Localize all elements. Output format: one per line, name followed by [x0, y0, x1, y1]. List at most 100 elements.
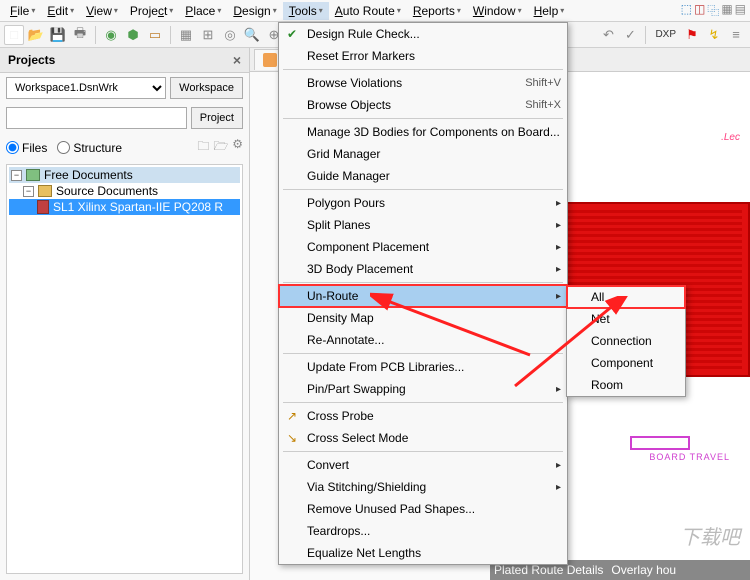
menu-item-re-annotate[interactable]: Re-Annotate...	[279, 329, 567, 351]
menu-item-density-map[interactable]: Density Map	[279, 307, 567, 329]
menu-separator	[283, 402, 563, 403]
menu-item-split-planes[interactable]: Split Planes▸	[279, 214, 567, 236]
submenu-item-all[interactable]: All	[567, 286, 685, 308]
new-icon[interactable]: □	[4, 25, 24, 45]
submenu-arrow-icon: ▸	[556, 384, 561, 395]
menu-file[interactable]: File▾	[4, 2, 41, 20]
menu-project[interactable]: Project▾	[124, 2, 179, 20]
home-icon	[263, 53, 277, 67]
tb-icon-8[interactable]: ▦	[176, 25, 196, 45]
status-item-2[interactable]: Overlay hou	[611, 563, 676, 577]
menu-item-equalize-net-lengths[interactable]: Equalize Net Lengths	[279, 542, 567, 564]
menu-item-browse-objects[interactable]: Browse ObjectsShift+X	[279, 94, 567, 116]
submenu-arrow-icon: ▸	[556, 264, 561, 275]
menu-item-reset-error-markers[interactable]: Reset Error Markers	[279, 45, 567, 67]
projects-panel: Projects × Workspace1.DsnWrk Workspace P…	[0, 48, 250, 580]
menu-separator	[283, 353, 563, 354]
menu-item-browse-violations[interactable]: Browse ViolationsShift+V	[279, 72, 567, 94]
save-icon[interactable]: 💾	[48, 25, 68, 45]
toolbar-icon-b[interactable]: ◫	[694, 2, 705, 19]
submenu-item-room[interactable]: Room	[567, 374, 685, 396]
menu-item-component-placement[interactable]: Component Placement▸	[279, 236, 567, 258]
menu-item-manage-3d-bodies-for-components-on-board[interactable]: Manage 3D Bodies for Components on Board…	[279, 121, 567, 143]
folder-icon	[38, 185, 52, 197]
tb-icon-5[interactable]: ◉	[101, 25, 121, 45]
folder-icon	[26, 169, 40, 181]
board-travel-label: BOARD TRAVEL	[649, 452, 730, 462]
toolbar-icon-d[interactable]: ▦	[721, 2, 732, 19]
menu-item-cross-select-mode[interactable]: ↘Cross Select Mode	[279, 427, 567, 449]
projects-title: Projects	[8, 53, 55, 67]
tree-root[interactable]: − Free Documents	[9, 167, 240, 183]
tree-source-docs[interactable]: − Source Documents	[9, 183, 240, 199]
tb-r-1[interactable]: ↶	[598, 25, 618, 45]
menu-item-polygon-pours[interactable]: Polygon Pours▸	[279, 192, 567, 214]
menu-separator	[283, 69, 563, 70]
print-icon[interactable]: 🖶	[70, 25, 90, 45]
close-icon[interactable]: ×	[233, 52, 241, 68]
menu-item-pin-part-swapping[interactable]: Pin/Part Swapping▸	[279, 378, 567, 400]
submenu-item-component[interactable]: Component	[567, 352, 685, 374]
pcb-net-label: .Lec	[721, 132, 740, 143]
menu-help[interactable]: Help▾	[528, 2, 571, 20]
structure-radio[interactable]: Structure	[57, 141, 122, 155]
menu-item-icon: ✔	[284, 26, 300, 42]
menu-item-cross-probe[interactable]: ↗Cross Probe	[279, 405, 567, 427]
menu-design[interactable]: Design▾	[227, 2, 282, 20]
unroute-submenu: AllNetConnectionComponentRoom	[566, 285, 686, 397]
collapse-icon[interactable]: −	[11, 170, 22, 181]
menu-item-remove-unused-pad-shapes[interactable]: Remove Unused Pad Shapes...	[279, 498, 567, 520]
tb-r-4[interactable]: ↯	[704, 25, 724, 45]
tree-icon-3[interactable]: ⚙	[232, 137, 243, 158]
project-button[interactable]: Project	[191, 107, 243, 129]
tb-icon-7[interactable]: ▭	[145, 25, 165, 45]
submenu-arrow-icon: ▸	[556, 198, 561, 209]
project-filter-input[interactable]	[6, 107, 187, 129]
menu-separator	[283, 451, 563, 452]
menu-item-design-rule-check[interactable]: ✔Design Rule Check...	[279, 23, 567, 45]
board-arrow-shape	[630, 436, 690, 450]
tb-r-5[interactable]: ≡	[726, 25, 746, 45]
menu-view[interactable]: View▾	[80, 2, 124, 20]
open-icon[interactable]: 📂	[26, 25, 46, 45]
tree-icon-2[interactable]: 🗁	[213, 137, 228, 158]
tree-file-selected[interactable]: SL1 Xilinx Spartan-IIE PQ208 R	[9, 199, 240, 215]
menu-window[interactable]: Window▾	[467, 2, 528, 20]
toolbar-icon-a[interactable]: ⬚	[681, 2, 692, 19]
menu-item-icon: ↘	[284, 430, 300, 446]
menu-item-update-from-pcb-libraries[interactable]: Update From PCB Libraries...	[279, 356, 567, 378]
menu-reports[interactable]: Reports▾	[407, 2, 467, 20]
submenu-arrow-icon: ▸	[556, 482, 561, 493]
toolbar-icon-c[interactable]: ⿻	[707, 2, 719, 19]
project-tree[interactable]: − Free Documents − Source Documents SL1 …	[6, 164, 243, 574]
status-item-1[interactable]: Plated Route Details	[494, 563, 603, 577]
submenu-item-net[interactable]: Net	[567, 308, 685, 330]
tb-icon-6[interactable]: ⬢	[123, 25, 143, 45]
menu-item-grid-manager[interactable]: Grid Manager	[279, 143, 567, 165]
menu-item-via-stitching-shielding[interactable]: Via Stitching/Shielding▸	[279, 476, 567, 498]
menu-item-convert[interactable]: Convert▸	[279, 454, 567, 476]
menu-item-guide-manager[interactable]: Guide Manager	[279, 165, 567, 187]
toolbar-icon-e[interactable]: ▤	[735, 2, 746, 19]
tb-icon-11[interactable]: 🔍	[242, 25, 262, 45]
submenu-arrow-icon: ▸	[556, 220, 561, 231]
menu-item-teardrops[interactable]: Teardrops...	[279, 520, 567, 542]
tb-r-3[interactable]: ⚑	[682, 25, 702, 45]
menu-item-icon: ↗	[284, 408, 300, 424]
tb-r-2[interactable]: ✓	[620, 25, 640, 45]
tree-icon-1[interactable]: 🗀	[197, 137, 209, 158]
menu-place[interactable]: Place▾	[179, 2, 227, 20]
tb-icon-9[interactable]: ⊞	[198, 25, 218, 45]
dxp-icon[interactable]: DXP	[651, 25, 680, 45]
menu-tools[interactable]: Tools▾	[283, 2, 329, 20]
tb-icon-10[interactable]: ◎	[220, 25, 240, 45]
submenu-item-connection[interactable]: Connection	[567, 330, 685, 352]
menu-item-un-route[interactable]: Un-Route▸	[279, 285, 567, 307]
files-radio[interactable]: Files	[6, 141, 47, 155]
workspace-select[interactable]: Workspace1.DsnWrk	[6, 77, 166, 99]
menu-autoroute[interactable]: Auto Route▾	[329, 2, 407, 20]
workspace-button[interactable]: Workspace	[170, 77, 243, 99]
menu-edit[interactable]: Edit▾	[41, 2, 80, 20]
menu-item-3d-body-placement[interactable]: 3D Body Placement▸	[279, 258, 567, 280]
collapse-icon[interactable]: −	[23, 186, 34, 197]
